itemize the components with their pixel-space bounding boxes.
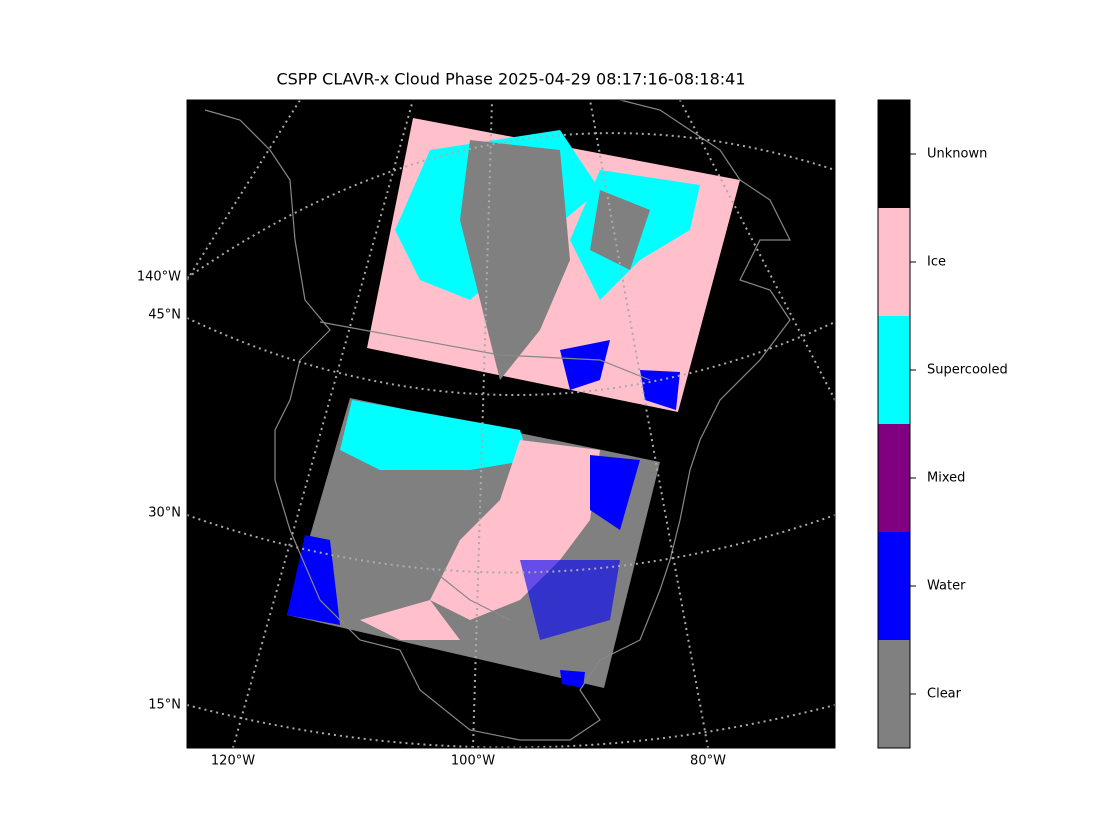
colorbar-segment	[878, 424, 910, 532]
colorbar-label: Supercooled	[927, 363, 1008, 378]
colorbar-frame	[877, 99, 911, 749]
clear-area	[460, 140, 570, 380]
graticule	[472, 100, 493, 748]
colorbar-segment	[878, 208, 910, 316]
lon-label: 120°W	[211, 754, 255, 769]
border	[419, 559, 511, 621]
graticule	[679, 100, 835, 401]
water-area	[560, 340, 610, 390]
water-area	[590, 455, 640, 530]
map-frame	[186, 99, 836, 749]
water-area	[520, 560, 620, 640]
graticule	[232, 100, 414, 748]
lon-label: 140°W	[137, 270, 181, 285]
title: CSPP CLAVR-x Cloud Phase 2025-04-29 08:1…	[276, 70, 745, 89]
graticule	[187, 514, 835, 574]
lon-label: 80°W	[690, 754, 726, 769]
water-area	[287, 535, 340, 625]
colorbar-segment	[878, 640, 910, 748]
cloud-area	[360, 600, 460, 640]
colorbar-label: Clear	[927, 687, 962, 702]
colorbar-segment	[878, 316, 910, 424]
coastline	[204, 100, 791, 741]
colorbar-label: Mixed	[927, 471, 965, 486]
lat-label: 30°N	[148, 506, 181, 521]
water-area	[560, 670, 585, 688]
cloud-area	[430, 440, 600, 620]
colorbar-segment	[878, 532, 910, 640]
colorbar-label: Water	[927, 579, 966, 594]
graticule	[187, 132, 835, 279]
map	[187, 100, 835, 748]
graticule	[187, 317, 835, 396]
colorbar: Clear Water Mixed Supercooled Ice Unknown	[877, 99, 1008, 749]
lat-label: 45°N	[148, 308, 181, 323]
colorbar-label: Ice	[927, 255, 946, 270]
border	[319, 321, 651, 381]
colorbar-segment	[878, 100, 910, 208]
clear-area	[590, 190, 650, 270]
lon-label: 100°W	[451, 754, 495, 769]
lat-label: 15°N	[148, 698, 181, 713]
graticule	[589, 100, 709, 748]
colorbar-label: Unknown	[927, 147, 987, 162]
